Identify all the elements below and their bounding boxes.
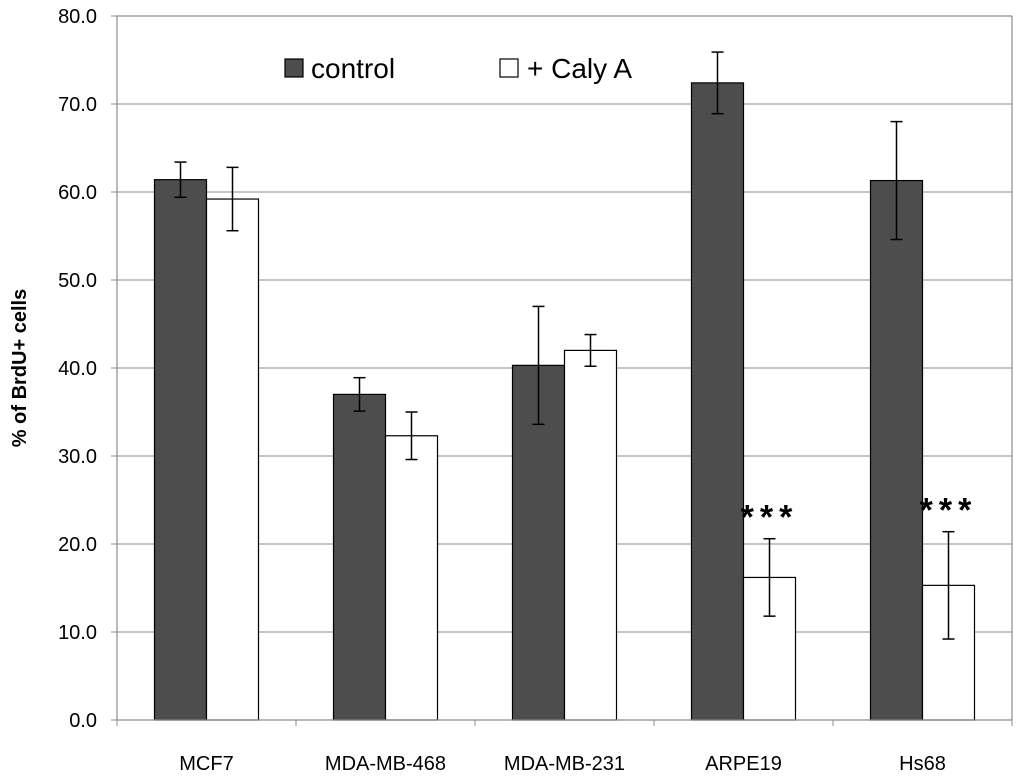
legend-swatch [499, 58, 519, 78]
annotations: *** *** [741, 492, 978, 537]
legend-label: + Caly A [527, 53, 632, 84]
bar [153, 179, 208, 721]
x-tick-label: Hs68 [899, 753, 946, 775]
error-bars [174, 51, 955, 640]
legend: control + Caly A [284, 53, 632, 84]
bar [690, 82, 745, 721]
bar [563, 349, 618, 721]
y-tick-label: 60.0 [58, 182, 97, 204]
y-tick-label: 0.0 [69, 710, 97, 732]
x-tick-label: MDA-MB-231 [504, 753, 625, 775]
labels: 0.0 10.0 20.0 30.0 40.0 50.0 60.0 70.0 80.0 MCF7 M… [9, 6, 946, 775]
y-tick-label: 10.0 [58, 622, 97, 644]
legend-label: control [311, 53, 395, 84]
bar [384, 435, 439, 721]
y-tick-label: 30.0 [58, 446, 97, 468]
y-tick-label: 40.0 [58, 358, 97, 380]
y-tick-label: 20.0 [58, 534, 97, 556]
x-tick-label: MDA-MB-468 [325, 753, 446, 775]
y-tick-label: 80.0 [58, 6, 97, 28]
bar [869, 179, 924, 721]
significance-annotation: *** [920, 492, 978, 530]
y-tick-label: 50.0 [58, 270, 97, 292]
legend-swatch [284, 58, 304, 78]
significance-annotation: *** [741, 499, 799, 537]
y-tick-label: 70.0 [58, 94, 97, 116]
x-tick-label: ARPE19 [705, 753, 782, 775]
x-tick-label: MCF7 [179, 753, 233, 775]
bar [332, 393, 387, 721]
bars [153, 82, 976, 721]
bar [205, 198, 260, 721]
axes [111, 15, 1013, 726]
y-axis-title: % of BrdU+ cells [9, 289, 31, 447]
